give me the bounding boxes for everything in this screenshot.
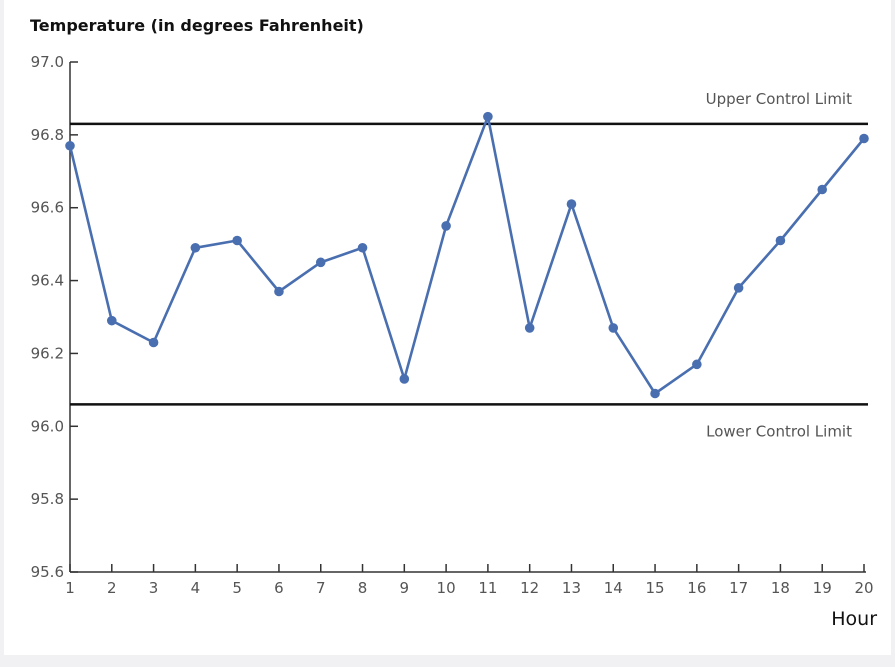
y-tick-label: 96.2 xyxy=(31,344,64,362)
data-point xyxy=(274,286,284,297)
y-tick-label: 95.6 xyxy=(31,563,64,581)
data-point xyxy=(232,235,242,246)
x-tick-label: 6 xyxy=(274,579,284,597)
series-line xyxy=(68,115,866,395)
data-point xyxy=(524,323,535,333)
x-tick-label: 18 xyxy=(771,579,790,597)
y-tick-label: 96.8 xyxy=(31,126,64,144)
chart-frame: Temperature (in degrees Fahrenheit) Hour… xyxy=(4,0,891,655)
data-point xyxy=(106,315,117,326)
x-tick-label: 11 xyxy=(478,579,497,597)
x-axis-title: Hour xyxy=(831,608,877,630)
y-tick-label: 96.0 xyxy=(31,417,64,435)
temperature-series xyxy=(65,111,869,399)
axes: 97.096.896.696.496.296.095.895.61 2 3 4 5 6 7 8… xyxy=(31,53,874,597)
x-tick-label: 10 xyxy=(437,579,456,597)
data-point xyxy=(357,242,368,253)
x-tick-label: 2 xyxy=(107,579,117,597)
x-tick-label: 17 xyxy=(729,579,748,597)
data-point xyxy=(817,184,828,195)
data-point xyxy=(733,283,744,293)
x-tick-label: 5 xyxy=(232,579,242,597)
y-axis-title: Temperature (in degrees Fahrenheit) xyxy=(30,16,364,35)
control-chart: Temperature (in degrees Fahrenheit) Hour… xyxy=(30,16,877,630)
data-point xyxy=(692,359,702,370)
x-tick-label: 7 xyxy=(316,579,326,597)
y-tick-label: 96.6 xyxy=(31,199,64,217)
data-point xyxy=(65,140,75,151)
x-tick-label: 14 xyxy=(604,579,623,597)
data-point xyxy=(441,221,451,231)
data-point xyxy=(190,242,201,253)
x-tick-label: 8 xyxy=(358,579,368,597)
x-tick-label: 19 xyxy=(813,579,832,597)
data-point xyxy=(859,133,869,144)
data-point xyxy=(650,388,660,399)
x-tick-label: 1 xyxy=(65,579,75,597)
x-tick-label: 9 xyxy=(400,579,410,597)
y-tick-label: 95.8 xyxy=(31,490,64,508)
x-tick-label: 3 xyxy=(149,579,159,597)
data-point xyxy=(315,257,326,268)
data-point xyxy=(775,235,786,246)
x-tick-label: 13 xyxy=(562,579,581,597)
x-tick-label: 20 xyxy=(854,579,873,597)
data-point xyxy=(148,337,159,348)
x-tick-label: 4 xyxy=(191,579,201,597)
x-tick-label: 12 xyxy=(520,579,539,597)
y-tick-label: 96.4 xyxy=(31,272,64,290)
control-limits: Upper Control Limit Lower Control Limit xyxy=(70,90,868,440)
upper-control-limit-label: Upper Control Limit xyxy=(706,90,852,108)
x-tick-label: 15 xyxy=(646,579,665,597)
data-point xyxy=(399,374,410,384)
data-point xyxy=(566,199,577,209)
y-tick-label: 97.0 xyxy=(31,53,64,71)
data-point xyxy=(608,323,619,333)
data-point xyxy=(483,111,493,122)
x-tick-label: 16 xyxy=(687,579,706,597)
lower-control-limit-label: Lower Control Limit xyxy=(706,422,852,440)
